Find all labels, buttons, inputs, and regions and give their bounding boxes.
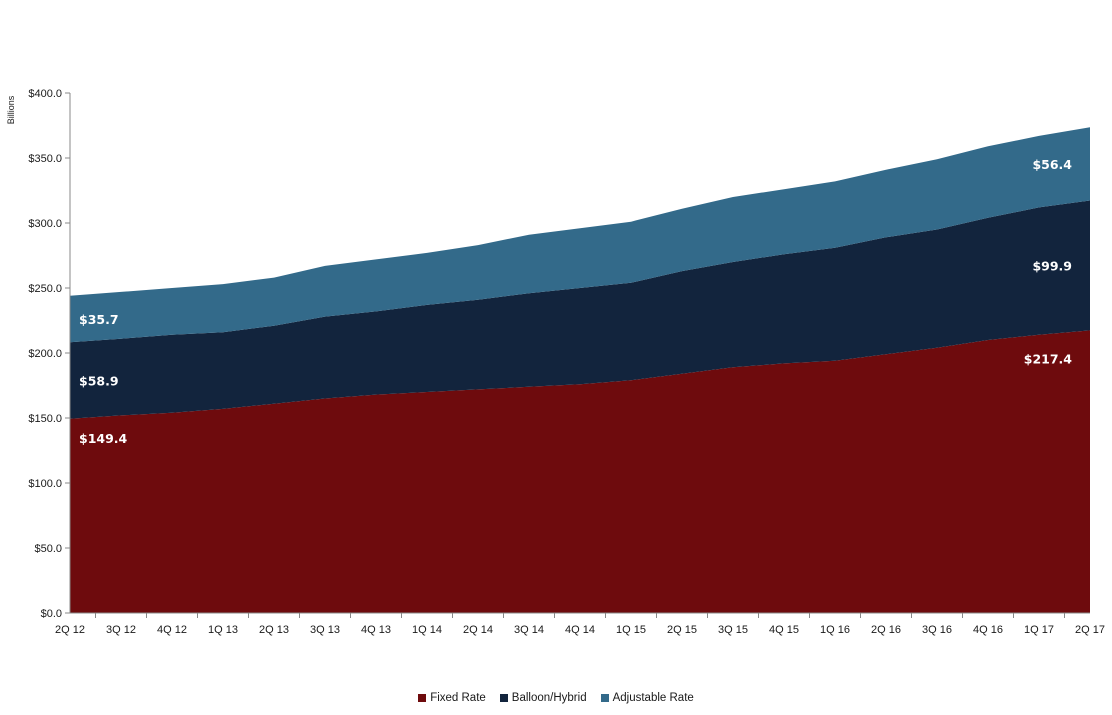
- data-label: $58.9: [79, 373, 119, 388]
- y-tick-label: $300.0: [28, 218, 62, 230]
- data-label: $35.7: [79, 312, 119, 327]
- data-label: $217.4: [1024, 351, 1073, 366]
- x-tick-label: 3Q 16: [922, 624, 952, 636]
- legend-item: Balloon/Hybrid: [499, 690, 587, 706]
- y-tick-label: $200.0: [28, 348, 62, 360]
- y-tick-label: $50.0: [34, 543, 62, 555]
- chart-canvas: $0.0 $50.0 $100.0 $150.0 $200.0 $250.0 $300.0 $…: [6, 88, 1105, 636]
- legend-item: Fixed Rate: [418, 690, 486, 706]
- x-tick-label: 1Q 13: [208, 624, 238, 636]
- y-tick-label: $250.0: [28, 283, 62, 295]
- x-tick-label: 4Q 15: [769, 624, 799, 636]
- x-tick-label: 3Q 13: [310, 624, 340, 636]
- legend-swatch: [600, 694, 609, 702]
- y-tick-label: $0.0: [41, 608, 62, 620]
- chart-legend: Fixed Rate Balloon/Hybrid Adjustable Rate: [0, 690, 1112, 706]
- legend-swatch: [499, 694, 508, 702]
- x-tick-label: 1Q 17: [1024, 624, 1054, 636]
- legend-label: Balloon/Hybrid: [511, 692, 587, 704]
- legend-label: Adjustable Rate: [612, 692, 694, 704]
- data-label: $56.4: [1032, 157, 1072, 172]
- legend-label: Fixed Rate: [430, 692, 486, 704]
- x-tick-label: 2Q 16: [871, 624, 901, 636]
- x-tick-label: 4Q 12: [157, 624, 187, 636]
- x-tick-label: 4Q 14: [565, 624, 595, 636]
- y-tick-label: $150.0: [28, 413, 62, 425]
- x-tick-label: 1Q 16: [820, 624, 850, 636]
- x-tick-label: 3Q 14: [514, 624, 544, 636]
- data-label: $99.9: [1032, 258, 1072, 273]
- x-tick-label: 1Q 15: [616, 624, 646, 636]
- x-tick-label: 3Q 15: [718, 624, 748, 636]
- y-tick-label: $350.0: [28, 153, 62, 165]
- y-tick-label: $100.0: [28, 478, 62, 490]
- x-tick-label: 1Q 14: [412, 624, 442, 636]
- y-axis-title: Billions: [6, 95, 16, 124]
- legend-swatch: [418, 694, 427, 702]
- x-tick-label: 4Q 13: [361, 624, 391, 636]
- x-tick-label: 2Q 15: [667, 624, 697, 636]
- area-series-adjustable-rate: [70, 127, 1090, 343]
- legend-item: Adjustable Rate: [600, 690, 694, 706]
- area-series-fixed-rate: [70, 330, 1090, 613]
- x-tick-label: 3Q 12: [106, 624, 136, 636]
- x-tick-label: 2Q 14: [463, 624, 493, 636]
- x-tick-label: 2Q 13: [259, 624, 289, 636]
- y-tick-label: $400.0: [28, 88, 62, 100]
- x-tick-label: 2Q 17: [1075, 624, 1105, 636]
- data-label: $149.4: [79, 431, 128, 446]
- x-tick-label: 4Q 16: [973, 624, 1003, 636]
- area-series-balloon-hybrid: [70, 200, 1090, 419]
- x-tick-label: 2Q 12: [55, 624, 85, 636]
